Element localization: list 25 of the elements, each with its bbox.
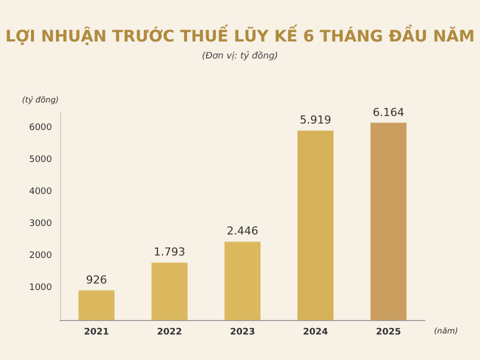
y-tick-label: 6000 [29, 123, 52, 133]
data-label: 1.793 [154, 246, 186, 259]
y-tick-label: 3000 [29, 219, 52, 229]
data-label: 6.164 [372, 106, 404, 119]
x-tick-label: 2023 [230, 328, 256, 338]
bar [224, 242, 260, 320]
y-tick-label: 5000 [29, 155, 52, 165]
data-label: 926 [86, 273, 107, 286]
bar [152, 262, 188, 320]
y-axis-title: (tỷ đồng) [22, 96, 59, 104]
x-tick-label: 2021 [84, 328, 110, 338]
data-label: 5.919 [300, 114, 332, 127]
x-tick-label: 2024 [302, 328, 328, 338]
y-tick-label: 2000 [29, 251, 52, 261]
y-tick-label: 1000 [29, 283, 52, 293]
chart-title: LỢI NHUẬN TRƯỚC THUẾ LŨY KẾ 6 THÁNG ĐẦU NĂM [5, 24, 475, 46]
x-tick-label: 2025 [376, 328, 402, 338]
bar [298, 130, 334, 320]
x-tick-label: 2022 [156, 328, 182, 338]
x-axis-title: (năm) [434, 326, 458, 336]
data-label: 2.446 [226, 224, 258, 238]
y-tick-label: 4000 [29, 187, 52, 197]
bar [370, 122, 406, 320]
chart-subtitle: (Đơn vị: tỷ đồng) [202, 50, 278, 62]
bar [78, 290, 114, 320]
